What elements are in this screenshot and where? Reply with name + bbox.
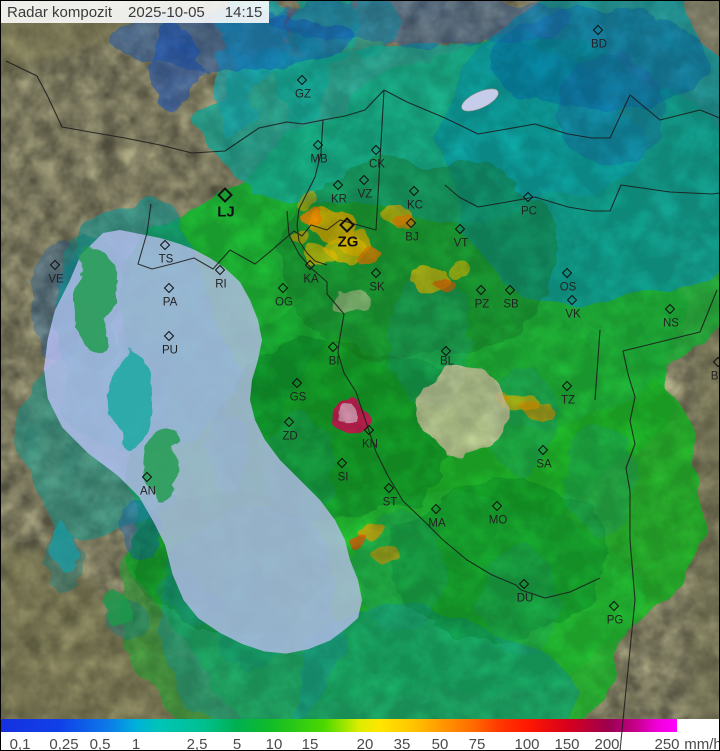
svg-text:250: 250: [654, 736, 679, 751]
svg-text:2,5: 2,5: [187, 736, 208, 751]
svg-text:OS: OS: [560, 282, 577, 294]
svg-text:BD: BD: [591, 39, 607, 51]
svg-text:KC: KC: [407, 200, 423, 212]
svg-text:PC: PC: [521, 206, 537, 218]
svg-text:75: 75: [469, 736, 486, 751]
svg-text:50: 50: [432, 736, 449, 751]
svg-text:MB: MB: [310, 154, 328, 166]
svg-text:DU: DU: [517, 593, 534, 605]
svg-text:SI: SI: [338, 472, 349, 484]
svg-text:SK: SK: [369, 282, 385, 294]
svg-text:VK: VK: [565, 309, 581, 321]
svg-text:KA: KA: [303, 274, 319, 286]
svg-text:ZD: ZD: [282, 431, 297, 443]
svg-text:BG: BG: [711, 371, 720, 383]
svg-text:ZG: ZG: [338, 234, 359, 251]
svg-text:MA: MA: [428, 518, 446, 530]
svg-text:TZ: TZ: [561, 395, 575, 407]
svg-text:NS: NS: [663, 318, 679, 330]
svg-text:35: 35: [394, 736, 411, 751]
svg-text:5: 5: [233, 736, 241, 751]
svg-text:0,25: 0,25: [49, 736, 78, 751]
svg-text:CK: CK: [369, 159, 385, 171]
svg-text:150: 150: [554, 736, 579, 751]
svg-text:AN: AN: [140, 486, 156, 498]
svg-text:MO: MO: [489, 515, 508, 527]
svg-text:LJ: LJ: [217, 204, 235, 221]
svg-text:0,5: 0,5: [90, 736, 111, 751]
svg-text:BI: BI: [329, 356, 340, 368]
svg-text:RI: RI: [215, 279, 227, 291]
svg-text:KR: KR: [331, 194, 347, 206]
svg-text:SB: SB: [503, 299, 519, 311]
svg-text:ST: ST: [383, 497, 398, 509]
svg-text:VT: VT: [454, 238, 469, 250]
svg-text:200: 200: [594, 736, 619, 751]
svg-text:15: 15: [302, 736, 319, 751]
svg-text:VE: VE: [48, 274, 64, 286]
svg-text:mm/h: mm/h: [684, 736, 720, 751]
svg-text:PU: PU: [162, 345, 178, 357]
svg-text:TS: TS: [159, 254, 174, 266]
svg-text:100: 100: [514, 736, 539, 751]
svg-text:KN: KN: [362, 439, 378, 451]
svg-text:PG: PG: [607, 615, 624, 627]
svg-text:GS: GS: [290, 392, 307, 404]
svg-text:SA: SA: [536, 459, 552, 471]
svg-text:0,1: 0,1: [10, 736, 31, 751]
svg-text:BL: BL: [440, 356, 455, 368]
svg-text:20: 20: [357, 736, 374, 751]
svg-text:VZ: VZ: [358, 189, 373, 201]
svg-text:PZ: PZ: [475, 299, 490, 311]
svg-text:OG: OG: [275, 297, 293, 309]
svg-text:GZ: GZ: [295, 89, 311, 101]
svg-text:BJ: BJ: [405, 232, 418, 244]
svg-text:1: 1: [132, 736, 140, 751]
svg-text:10: 10: [266, 736, 283, 751]
svg-text:PA: PA: [163, 297, 178, 309]
